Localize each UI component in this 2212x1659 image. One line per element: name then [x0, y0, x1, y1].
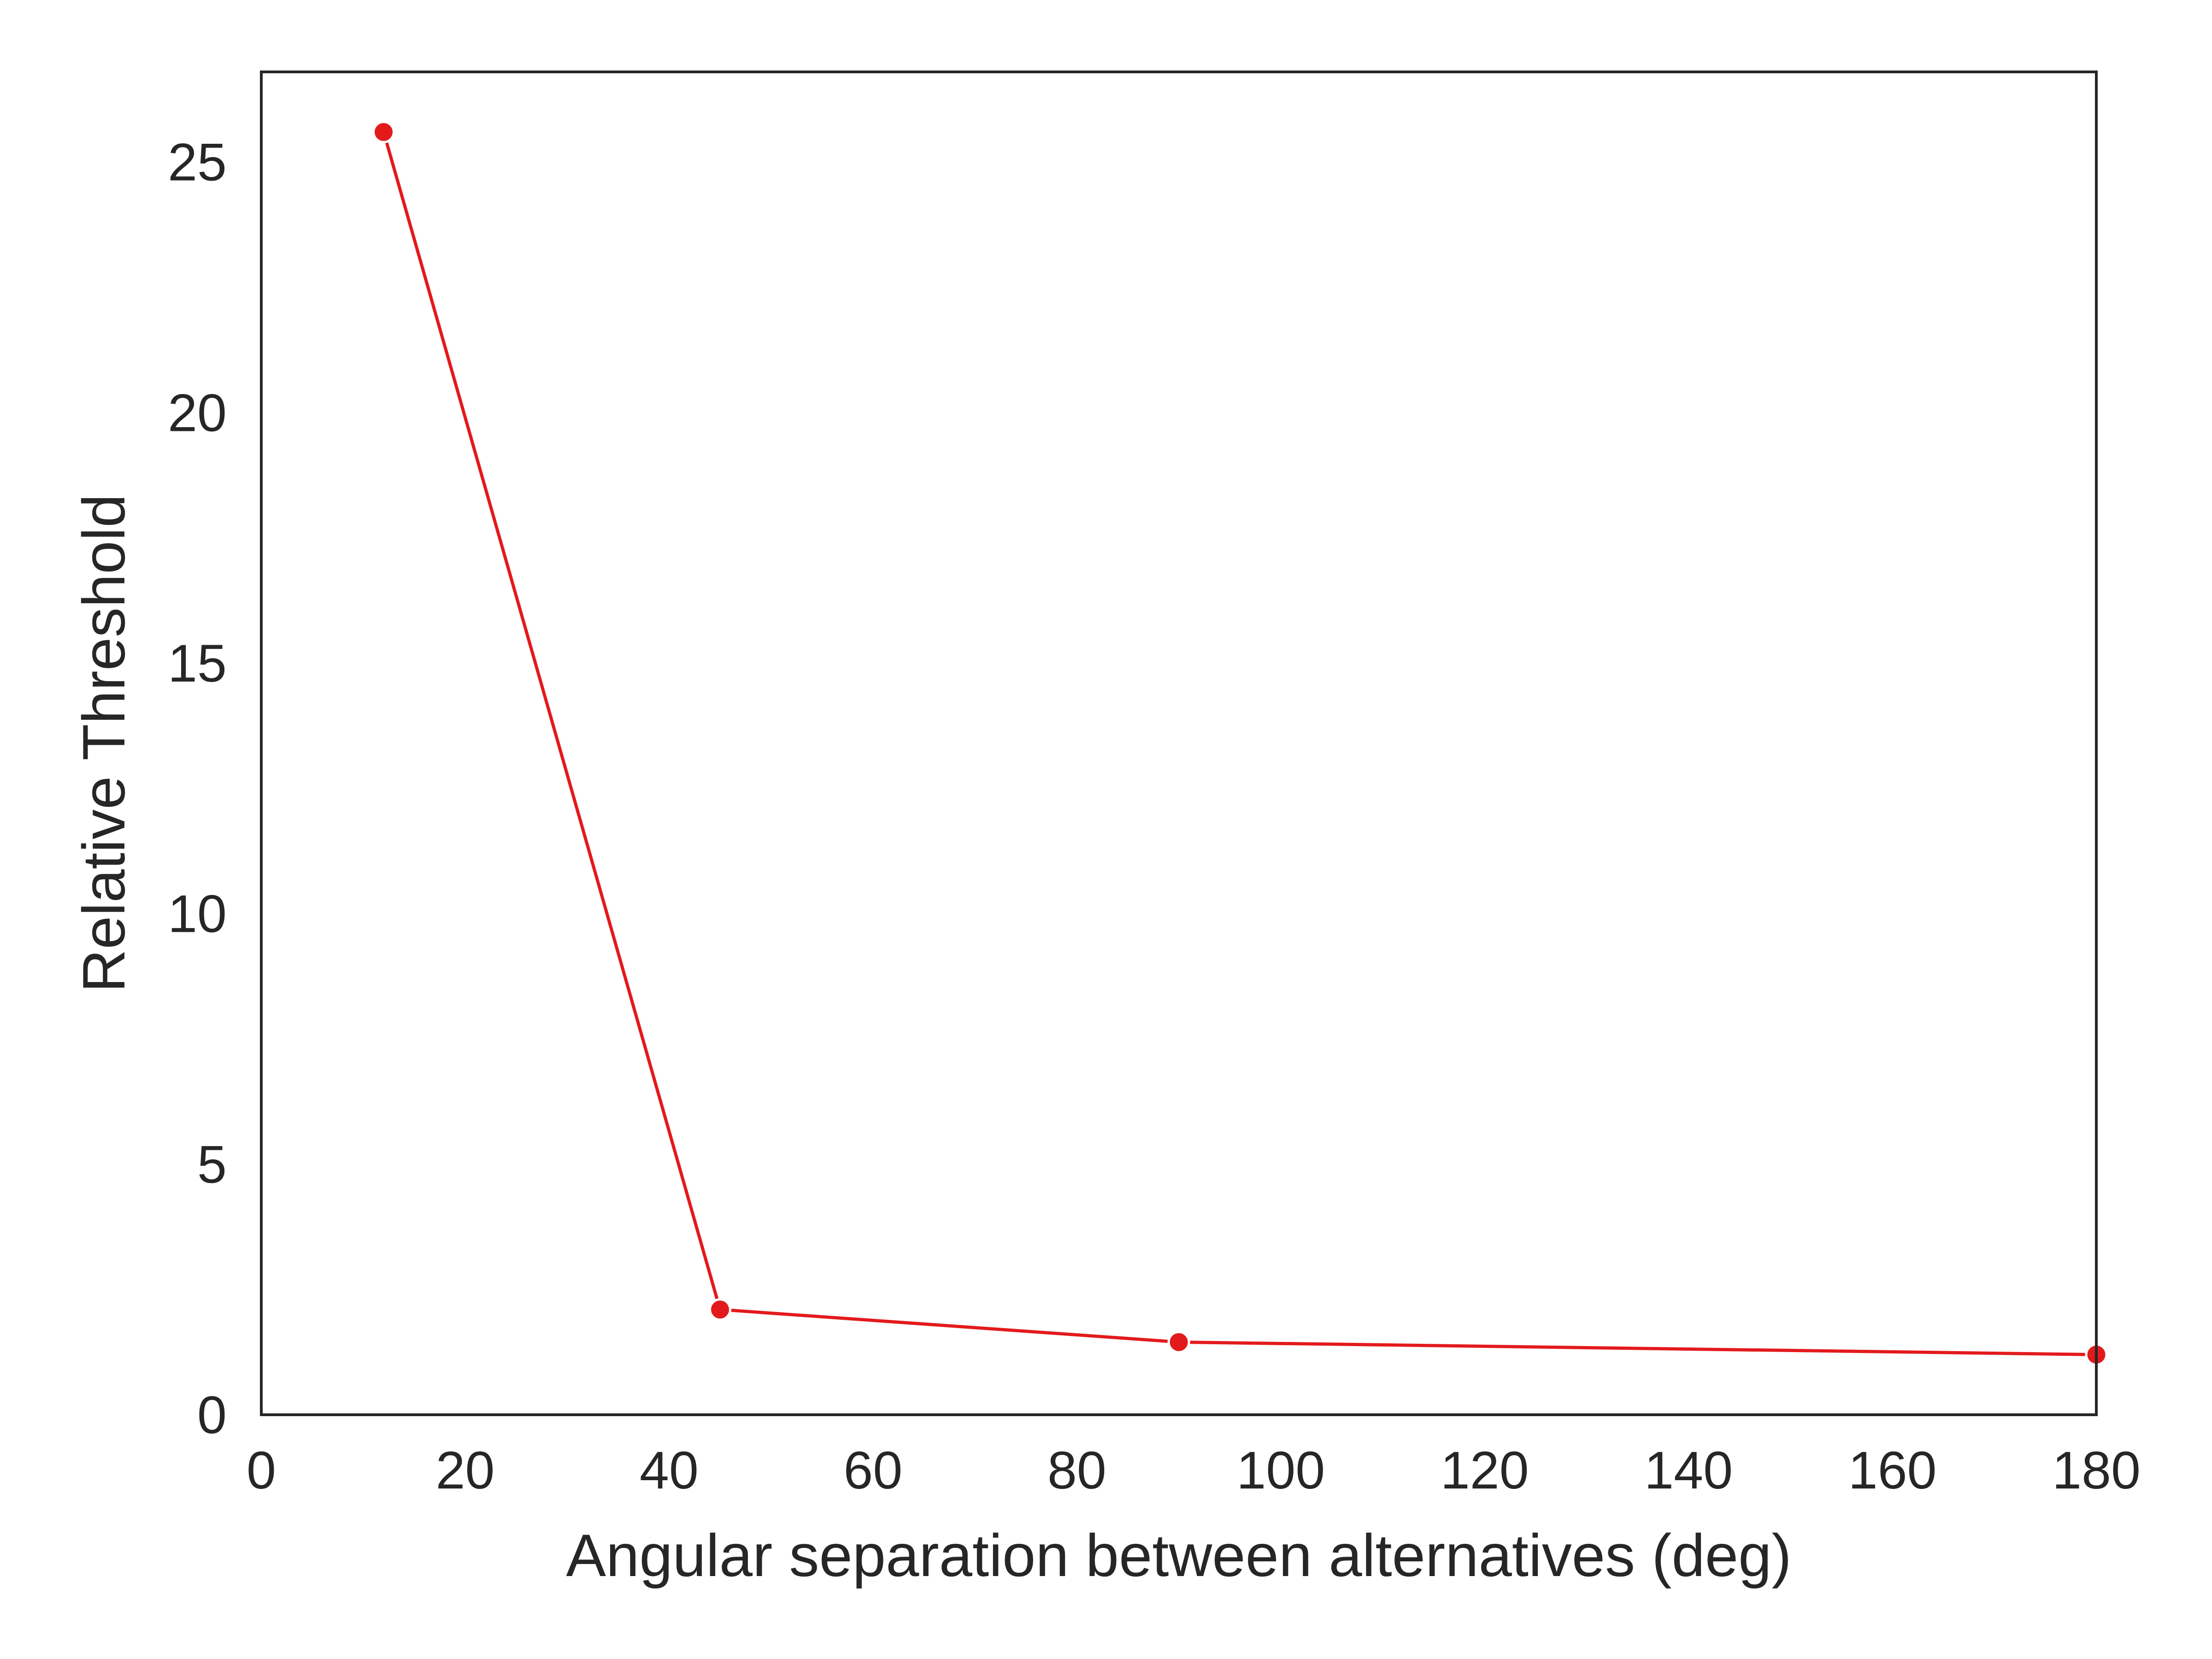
data-point: [709, 1298, 731, 1321]
x-tick-label: 120: [1441, 1441, 1529, 1500]
x-tick-label: 160: [1848, 1441, 1937, 1500]
x-axis-ticks: 0 20 40 60 80 100 120 140 160 180: [247, 1441, 2141, 1500]
x-tick-label: 0: [247, 1441, 276, 1500]
y-tick-label: 0: [197, 1386, 227, 1445]
y-tick-label: 20: [168, 383, 227, 442]
data-point: [1167, 1330, 1190, 1353]
y-tick-label: 5: [197, 1135, 227, 1194]
x-tick-label: 180: [2052, 1441, 2141, 1500]
data-point: [372, 120, 395, 143]
y-axis-ticks: 0 5 10 15 20 25: [168, 133, 227, 1445]
y-tick-label: 10: [168, 885, 227, 944]
y-axis-label: Relative Threshold: [70, 494, 137, 993]
x-tick-label: 60: [843, 1441, 902, 1500]
x-tick-label: 40: [640, 1441, 699, 1500]
plot-frame: [260, 71, 2098, 1416]
plot-area: [261, 72, 2096, 1415]
x-tick-label: 20: [435, 1441, 494, 1500]
x-axis-label: Angular separation between alternatives …: [566, 1522, 1791, 1589]
x-tick-label: 100: [1236, 1441, 1325, 1500]
x-tick-label: 80: [1047, 1441, 1106, 1500]
series-line: [382, 130, 2098, 1357]
y-tick-label: 15: [168, 634, 227, 693]
y-tick-label: 25: [168, 133, 227, 192]
x-tick-label: 140: [1644, 1441, 1733, 1500]
